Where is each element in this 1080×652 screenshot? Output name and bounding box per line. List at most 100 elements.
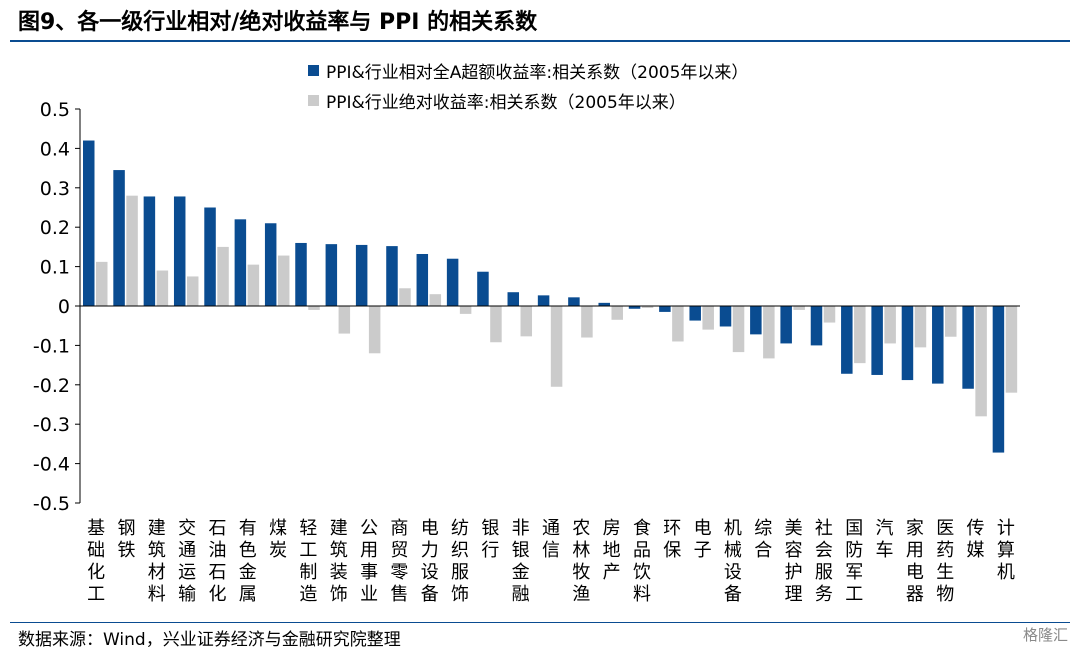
x-category-label: 综合: [754, 518, 772, 561]
x-category-label: 建筑材料: [148, 518, 166, 605]
bar-relative: [507, 292, 520, 306]
bar-absolute: [732, 306, 745, 353]
x-category-label: 通信: [542, 518, 560, 561]
bar-relative: [537, 295, 550, 306]
bar-absolute: [793, 306, 805, 310]
x-category-label: 房地产: [603, 518, 621, 583]
bar-absolute: [854, 306, 866, 364]
bar-relative: [750, 306, 762, 335]
x-category-label: 电力设备: [421, 518, 439, 605]
watermark-logo: 格隆汇: [1022, 626, 1068, 644]
x-category-label: 轻工制造: [299, 518, 317, 605]
x-category-label: 银行: [481, 518, 499, 561]
bar-chart: 0.5 0.4 0.3 0.2 0.1 0 -0.1 -0.2 -0.3 -0.4 -0.5 基础化工…: [33, 99, 1020, 605]
legend: PPI&行业相对全A超额收益率:相关系数（2005年以来） PPI&行业绝对收益…: [308, 55, 748, 115]
legend-label-relative: PPI&行业相对全A超额收益率:相关系数（2005年以来）: [326, 62, 749, 83]
bar-relative: [932, 306, 944, 384]
bar-relative: [204, 207, 216, 306]
legend-label-absolute: PPI&行业绝对收益率:相关系数（2005年以来）: [326, 92, 686, 113]
bar-absolute: [945, 306, 957, 337]
bar-absolute: [914, 306, 927, 348]
y-tick-label: -0.4: [33, 454, 70, 476]
bar-relative: [113, 170, 125, 306]
y-tick-label: 0.1: [40, 257, 70, 279]
x-category-label: 家用电器: [906, 518, 924, 605]
x-category-label: 电子: [694, 518, 712, 561]
legend-item-absolute: PPI&行业绝对收益率:相关系数（2005年以来）: [308, 85, 748, 115]
bar-relative: [234, 219, 247, 306]
bar-relative: [264, 223, 277, 306]
x-category-label: 石油石化: [208, 518, 226, 605]
y-tick-label: -0.2: [33, 375, 70, 397]
bar-absolute: [550, 306, 563, 387]
bar-absolute: [96, 261, 108, 306]
x-category-label: 钢铁: [117, 518, 135, 561]
bar-absolute: [490, 306, 502, 343]
legend-item-relative: PPI&行业相对全A超额收益率:相关系数（2005年以来）: [308, 55, 748, 85]
bar-absolute: [368, 306, 381, 354]
bar-relative: [295, 242, 307, 306]
bar-relative: [689, 306, 701, 321]
x-category-label: 医药生物: [936, 518, 954, 605]
bar-absolute: [277, 255, 290, 306]
x-category-label: 非银金融: [512, 518, 530, 605]
x-category-label: 建筑装饰: [330, 518, 348, 605]
bar-absolute: [459, 306, 472, 314]
bar-relative: [173, 196, 186, 306]
bar-absolute: [763, 306, 775, 359]
bar-absolute: [429, 294, 442, 306]
y-tick-label: 0.3: [40, 178, 70, 200]
bar-absolute: [672, 306, 684, 342]
bar-absolute: [399, 288, 411, 306]
x-category-label: 煤炭: [269, 518, 287, 561]
bar-absolute: [702, 306, 714, 330]
bar-relative: [628, 306, 641, 309]
y-tick-label: 0.2: [40, 217, 70, 239]
bar-relative: [901, 306, 914, 381]
x-category-label: 国防军工: [845, 518, 863, 605]
x-category-label: 农林牧渔: [572, 518, 590, 605]
x-category-label: 环保: [663, 518, 681, 561]
bar-relative: [780, 306, 792, 344]
chart-title: 图9、各一级行业相对/绝对收益率与 PPI 的相关系数: [18, 10, 538, 35]
x-category-label: 社会服务: [815, 518, 833, 605]
footer-divider: [10, 622, 1070, 623]
bar-absolute: [308, 306, 320, 310]
bar-absolute: [581, 306, 593, 338]
bar-relative: [83, 140, 95, 306]
y-tick-label: -0.3: [33, 414, 70, 436]
bar-relative: [992, 306, 1005, 453]
bar-absolute: [520, 306, 533, 337]
x-category-label: 商贸零售: [390, 518, 408, 605]
bar-absolute: [884, 306, 896, 344]
bar-relative: [598, 302, 610, 306]
legend-swatch-absolute: [308, 94, 319, 106]
bar-relative: [871, 306, 883, 375]
bar-relative: [446, 258, 459, 306]
bar-relative: [962, 306, 974, 389]
bar-relative: [355, 244, 368, 306]
x-category-label: 计算机: [997, 518, 1015, 583]
x-category-label: 传媒: [967, 518, 985, 561]
x-category-label: 机械设备: [724, 518, 742, 605]
x-category-label: 美容护理: [785, 518, 803, 605]
bar-absolute: [338, 306, 351, 334]
bar-relative: [386, 246, 398, 306]
bar-relative: [810, 306, 823, 346]
bar-relative: [659, 306, 671, 312]
bar-relative: [143, 196, 156, 306]
bar-absolute: [975, 306, 987, 417]
data-source-note: 数据来源：Wind，兴业证券经济与金融研究院整理: [18, 630, 401, 650]
x-category-label: 纺织服饰: [451, 518, 469, 605]
bar-relative: [477, 271, 489, 306]
bar-absolute: [823, 306, 836, 323]
y-tick-label: -0.1: [33, 335, 70, 357]
x-category-label: 有色金属: [239, 518, 257, 605]
x-category-label: 基础化工: [87, 518, 105, 605]
bar-absolute: [611, 306, 623, 320]
bar-absolute: [247, 264, 260, 306]
bar-relative: [416, 253, 429, 306]
bar-absolute: [156, 270, 169, 306]
bar-absolute: [641, 306, 654, 308]
bar-absolute: [217, 246, 229, 306]
